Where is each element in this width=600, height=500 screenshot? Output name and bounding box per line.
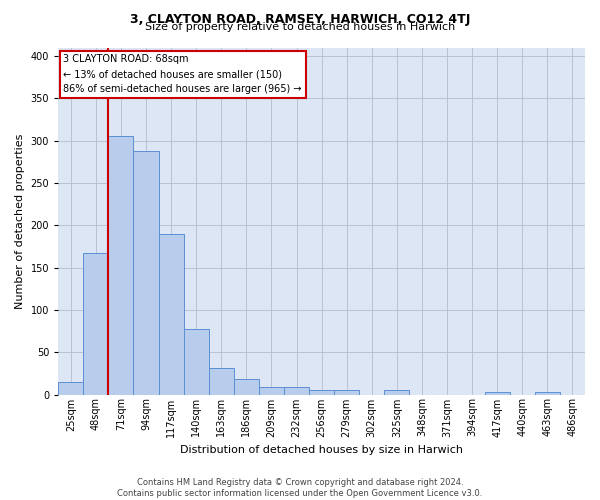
Bar [158,234,184,394]
Bar [334,390,359,394]
Bar [109,136,133,394]
Text: Contains HM Land Registry data © Crown copyright and database right 2024.
Contai: Contains HM Land Registry data © Crown c… [118,478,482,498]
Bar [485,392,510,394]
Text: 3, CLAYTON ROAD, RAMSEY, HARWICH, CO12 4TJ: 3, CLAYTON ROAD, RAMSEY, HARWICH, CO12 4… [130,12,470,26]
Bar [259,387,284,394]
Bar [284,387,309,394]
X-axis label: Distribution of detached houses by size in Harwich: Distribution of detached houses by size … [180,445,463,455]
Text: Size of property relative to detached houses in Harwich: Size of property relative to detached ho… [145,22,455,32]
Bar [209,368,234,394]
Y-axis label: Number of detached properties: Number of detached properties [15,134,25,308]
Bar [133,151,158,394]
Text: 3 CLAYTON ROAD: 68sqm
← 13% of detached houses are smaller (150)
86% of semi-det: 3 CLAYTON ROAD: 68sqm ← 13% of detached … [64,54,302,94]
Bar [309,390,334,394]
Bar [385,390,409,394]
Bar [234,380,259,394]
Bar [83,253,109,394]
Bar [535,392,560,394]
Bar [184,330,209,394]
Bar [58,382,83,394]
